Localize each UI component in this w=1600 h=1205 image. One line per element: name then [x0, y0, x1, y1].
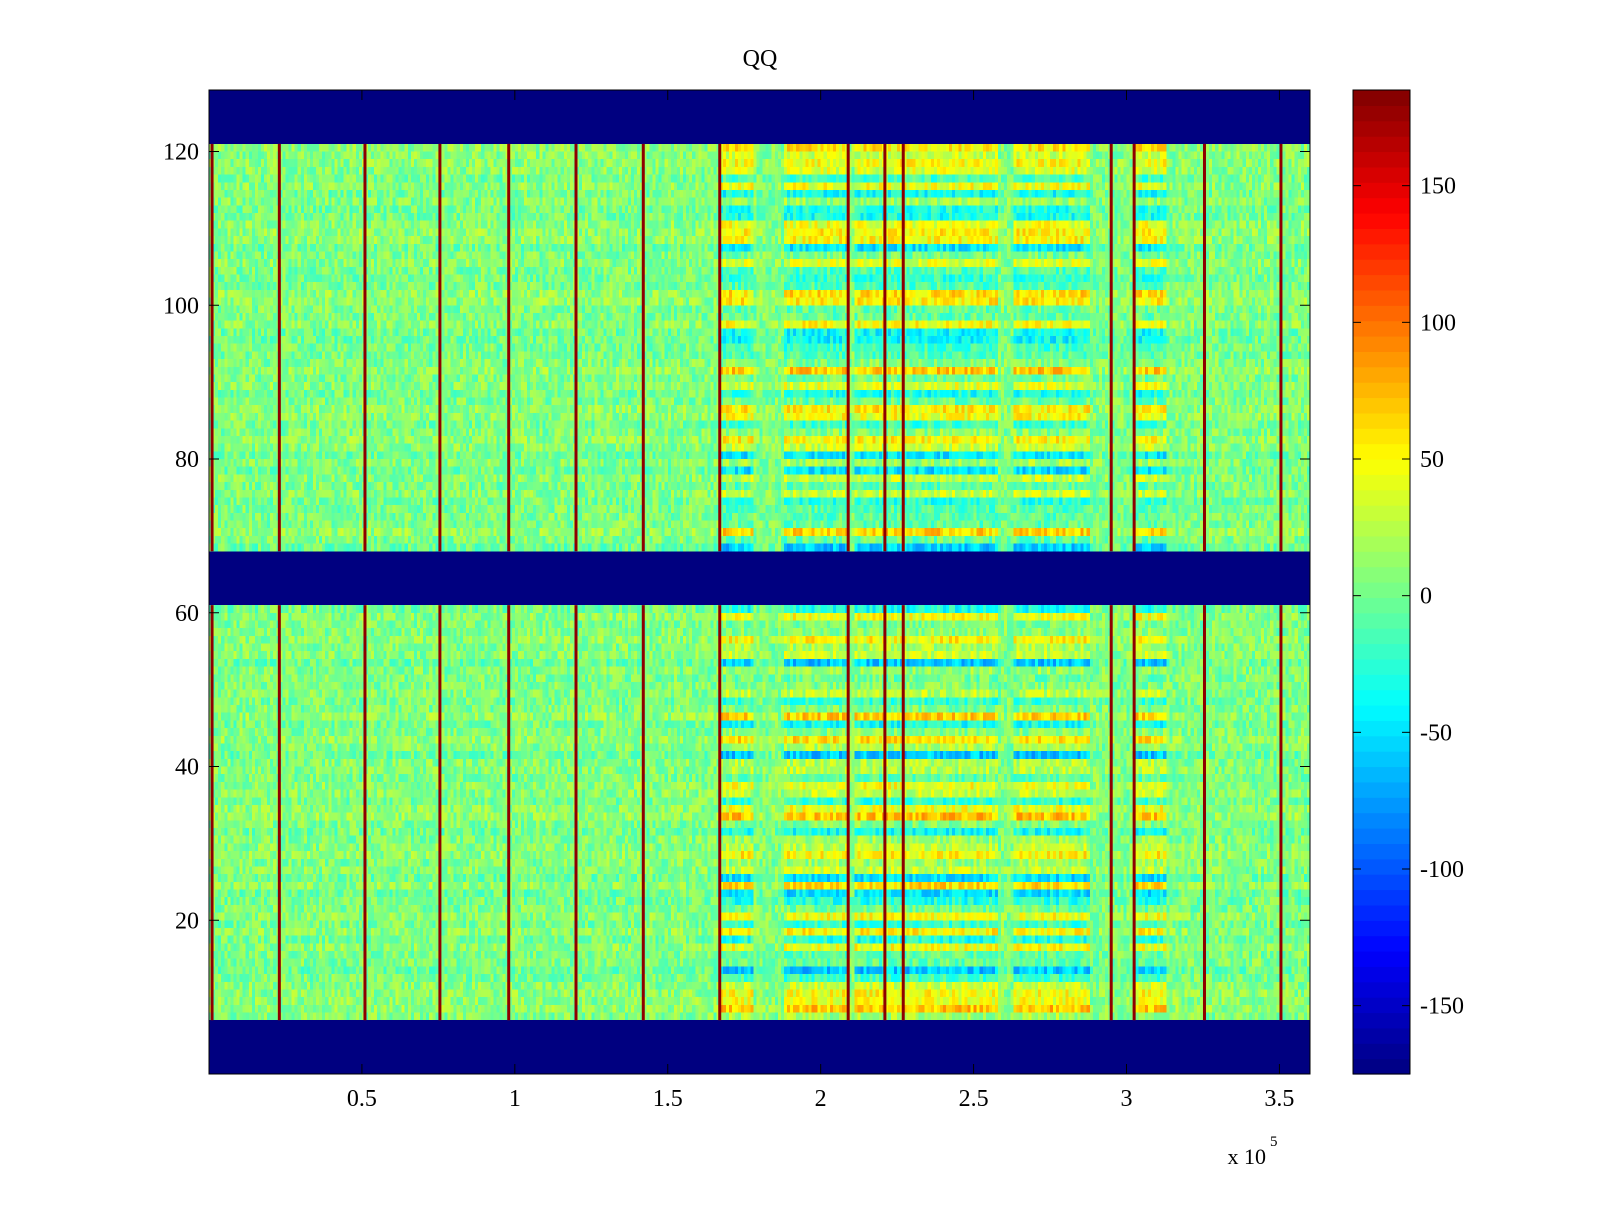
colorbar-swatch-38 — [1353, 474, 1410, 491]
colorbar-swatch-50 — [1353, 289, 1410, 306]
y-tick-label-4: 100 — [163, 293, 199, 319]
x-axis-multiplier: x 10 — [1228, 1144, 1267, 1169]
x-tick-label-0: 0.5 — [347, 1086, 377, 1112]
colorbar-frame — [1352, 89, 1411, 1075]
colorbar-swatch-60 — [1353, 136, 1410, 153]
colorbar-swatch-6 — [1353, 966, 1410, 983]
colorbar-swatch-30 — [1353, 597, 1410, 614]
colorbar-swatch-32 — [1353, 566, 1410, 583]
colorbar-swatch-27 — [1353, 643, 1410, 660]
axes-box — [208, 89, 1311, 1075]
colorbar-swatch-33 — [1353, 551, 1410, 568]
colorbar-swatch-4 — [1353, 997, 1410, 1014]
y-tick-label-2: 60 — [175, 601, 199, 627]
colorbar-swatch-62 — [1353, 105, 1410, 122]
colorbar-swatch-43 — [1353, 397, 1410, 414]
colorbar-tick-label-1: -100 — [1420, 857, 1464, 883]
colorbar-swatch-10 — [1353, 904, 1410, 921]
colorbar-swatch-39 — [1353, 459, 1410, 475]
colorbar-swatch-8 — [1353, 935, 1410, 952]
colorbar-swatch-19 — [1353, 766, 1410, 783]
colorbar-swatch-37 — [1353, 489, 1410, 506]
colorbar-swatch-20 — [1353, 751, 1410, 768]
plot-area — [209, 90, 1310, 1074]
colorbar-swatch-48 — [1353, 320, 1410, 337]
colorbar-tick-label-2: -50 — [1420, 720, 1452, 746]
axes-frame — [208, 89, 1311, 1075]
colorbar-swatch-21 — [1353, 735, 1410, 752]
colorbar-swatch-53 — [1353, 243, 1410, 260]
colorbar-tick-label-5: 100 — [1420, 310, 1456, 336]
colorbar-swatch-18 — [1353, 781, 1410, 798]
colorbar-swatch-57 — [1353, 182, 1410, 199]
x-tick-label-6: 3.5 — [1264, 1086, 1294, 1112]
colorbar-swatch-9 — [1353, 920, 1410, 937]
colorbar-swatch-40 — [1353, 443, 1410, 460]
heatmap-image — [209, 90, 1310, 1074]
colorbar-swatch-58 — [1353, 166, 1410, 183]
colorbar-swatch-61 — [1353, 120, 1410, 137]
colorbar-swatch-44 — [1353, 382, 1410, 399]
x-tick-label-3: 2 — [815, 1086, 827, 1112]
x-tick-label-2: 1.5 — [653, 1086, 683, 1112]
colorbar-tick-label-6: 150 — [1420, 174, 1456, 200]
colorbar-ticks: -150 -100 -50 0 50 100 150 — [1353, 174, 1464, 1020]
colorbar-swatch-42 — [1353, 412, 1410, 429]
colorbar-swatch-12 — [1353, 874, 1410, 891]
colorbar-swatch-63 — [1353, 90, 1410, 106]
colorbar-swatch-15 — [1353, 828, 1410, 844]
colorbar-swatch-46 — [1353, 351, 1410, 368]
colorbar-swatch-49 — [1353, 305, 1410, 322]
colorbar-swatch-55 — [1353, 213, 1410, 229]
colorbar-swatch-26 — [1353, 658, 1410, 675]
x-tick-label-1: 1 — [509, 1086, 521, 1112]
colorbar-swatch-23 — [1353, 705, 1410, 721]
colorbar-swatch-47 — [1353, 336, 1410, 352]
colorbar-tick-label-4: 50 — [1420, 447, 1444, 473]
colorbar-swatch-16 — [1353, 812, 1410, 829]
colorbar-tick-label-0: -150 — [1420, 994, 1464, 1020]
colorbar-swatch-41 — [1353, 428, 1410, 445]
x-tick-label-4: 2.5 — [959, 1086, 989, 1112]
colorbar-swatch-1 — [1353, 1043, 1410, 1060]
colorbar-swatch-14 — [1353, 843, 1410, 860]
colorbar — [1352, 89, 1411, 1075]
y-tick-label-1: 40 — [175, 755, 199, 781]
colorbar-swatch-36 — [1353, 505, 1410, 522]
colorbar-swatch-7 — [1353, 951, 1410, 967]
colorbar-swatch-54 — [1353, 228, 1410, 245]
x-axis-multiplier-exponent: 5 — [1270, 1134, 1278, 1150]
colorbar-swatch-0 — [1353, 1058, 1410, 1075]
colorbar-swatch-31 — [1353, 582, 1410, 598]
x-axis-ticks: 0.5 1 1.5 2 2.5 3 3.5 — [347, 90, 1294, 1112]
y-tick-label-0: 20 — [175, 908, 199, 934]
colorbar-swatch-17 — [1353, 797, 1410, 814]
colorbar-swatch-25 — [1353, 674, 1410, 691]
y-tick-label-3: 80 — [175, 447, 199, 473]
colorbar-swatch-5 — [1353, 981, 1410, 998]
x-tick-label-5: 3 — [1121, 1086, 1133, 1112]
y-tick-label-5: 120 — [163, 140, 199, 166]
colorbar-swatch-35 — [1353, 520, 1410, 537]
chart-title: QQ — [743, 46, 778, 72]
y-axis-ticks: 20 40 60 80 100 120 — [163, 140, 1310, 934]
colorbar-swatch-2 — [1353, 1027, 1410, 1044]
colorbar-swatch-52 — [1353, 259, 1410, 276]
colorbar-swatch-45 — [1353, 366, 1410, 383]
colorbar-swatch-59 — [1353, 151, 1410, 168]
colorbar-swatch-56 — [1353, 197, 1410, 214]
colorbar-swatch-22 — [1353, 720, 1410, 737]
colorbar-swatch-24 — [1353, 689, 1410, 706]
colorbar-swatch-51 — [1353, 274, 1410, 291]
colorbar-swatch-13 — [1353, 858, 1410, 875]
colorbar-tick-label-3: 0 — [1420, 584, 1432, 610]
colorbar-swatch-3 — [1353, 1012, 1410, 1029]
colorbar-swatch-34 — [1353, 535, 1410, 552]
colorbar-swatch-28 — [1353, 628, 1410, 645]
colorbar-swatch-29 — [1353, 612, 1410, 629]
colorbar-swatch-11 — [1353, 889, 1410, 906]
